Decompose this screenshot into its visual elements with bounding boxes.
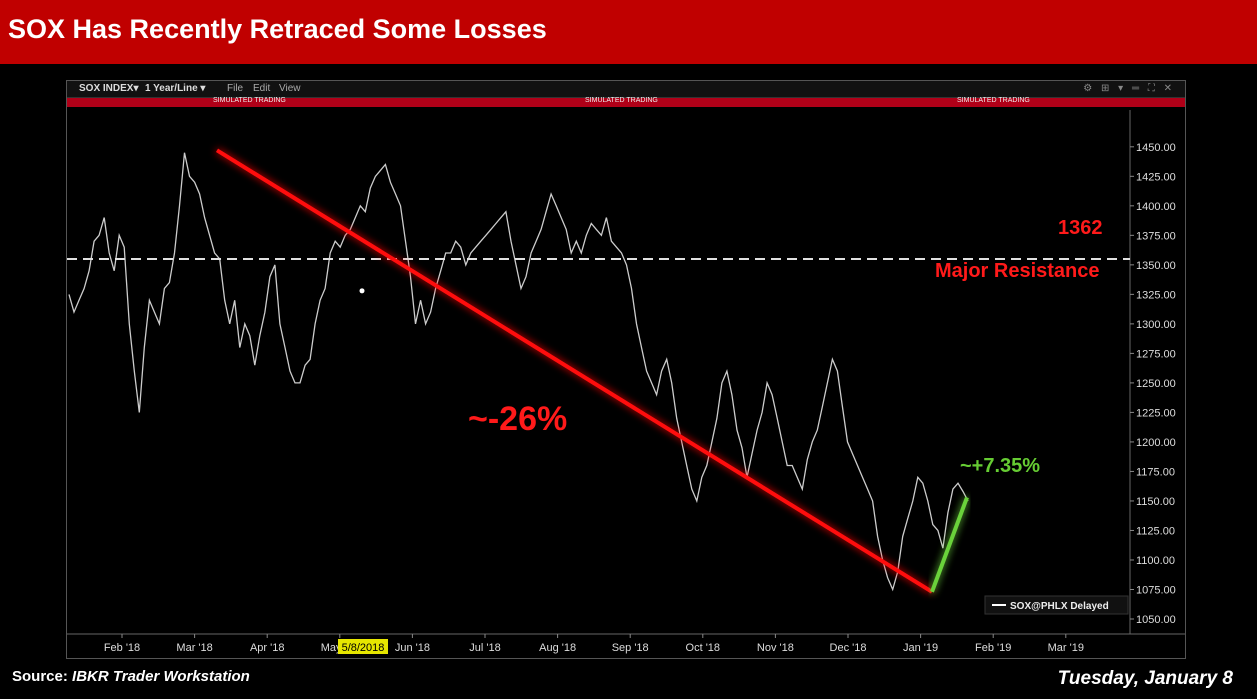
x-tick-label: Jul '18 bbox=[469, 642, 500, 654]
simulated-trading-bar: SIMULATED TRADING SIMULATED TRADING SIMU… bbox=[67, 97, 1185, 107]
y-tick-label: 1150.00 bbox=[1136, 496, 1175, 508]
y-tick-label: 1125.00 bbox=[1136, 525, 1175, 537]
y-tick-label: 1350.00 bbox=[1136, 260, 1176, 272]
y-tick-label: 1300.00 bbox=[1136, 319, 1176, 331]
y-tick-label: 1275.00 bbox=[1136, 348, 1176, 360]
price-line bbox=[68, 152, 969, 592]
menu-view[interactable]: View bbox=[279, 83, 301, 94]
y-tick-label: 1250.00 bbox=[1136, 378, 1176, 390]
window-controls-icon[interactable]: ⚙ ⊞ ▾ ═ ⛶ ✕ bbox=[1083, 83, 1175, 94]
x-tick-label: Apr '18 bbox=[250, 642, 285, 654]
cursor-date-highlight bbox=[338, 639, 388, 654]
legend-label: SOX@PHLX Delayed bbox=[1010, 601, 1109, 612]
chart-toolbar: SOX INDEX▾ 1 Year/Line ▾ File Edit View … bbox=[67, 81, 1185, 98]
source-value: IBKR Trader Workstation bbox=[72, 668, 250, 685]
source-line: Source: IBKR Trader Workstation bbox=[12, 668, 250, 685]
source-label: Source: bbox=[12, 668, 68, 685]
y-tick-label: 1225.00 bbox=[1136, 407, 1176, 419]
cursor-date-label: 5/8/2018 bbox=[342, 642, 385, 654]
downtrend-line bbox=[215, 148, 934, 594]
x-tick-label: Aug '18 bbox=[539, 642, 576, 654]
y-tick-label: 1075.00 bbox=[1136, 584, 1176, 596]
y-tick-label: 1175.00 bbox=[1136, 466, 1175, 478]
legend-box bbox=[984, 595, 1129, 615]
title-banner: SOX Has Recently Retraced Some Losses bbox=[0, 0, 1257, 64]
resistance-value-label: 1362 bbox=[1058, 217, 1103, 239]
resistance-caption: Major Resistance bbox=[935, 260, 1100, 282]
gain-percent-label: ~+7.35% bbox=[960, 455, 1040, 477]
x-tick-label: Feb '19 bbox=[975, 642, 1011, 654]
symbol-dropdown[interactable]: SOX INDEX▾ bbox=[79, 83, 139, 94]
y-tick-label: 1450.00 bbox=[1136, 142, 1176, 154]
y-tick-label: 1425.00 bbox=[1136, 171, 1176, 183]
x-tick-label: Sep '18 bbox=[612, 642, 649, 654]
range-dropdown[interactable]: 1 Year/Line ▾ bbox=[145, 83, 206, 94]
decline-percent-label: ~-26% bbox=[468, 400, 567, 438]
chart-window: SOX INDEX▾ 1 Year/Line ▾ File Edit View … bbox=[66, 80, 1186, 659]
x-tick-label: Oct '18 bbox=[686, 642, 721, 654]
sim-label-3: SIMULATED TRADING bbox=[957, 97, 1030, 104]
y-tick-label: 1050.00 bbox=[1136, 614, 1176, 626]
x-tick-label: Feb '18 bbox=[104, 642, 140, 654]
y-tick-label: 1400.00 bbox=[1136, 201, 1176, 213]
x-tick-label: Nov '18 bbox=[757, 642, 794, 654]
x-tick-label: Mar '19 bbox=[1048, 642, 1084, 654]
slide-date: Tuesday, January 8 bbox=[1057, 668, 1233, 689]
x-tick-label: Dec '18 bbox=[830, 642, 867, 654]
menu-file[interactable]: File bbox=[227, 83, 244, 94]
y-tick-label: 1200.00 bbox=[1136, 437, 1176, 449]
x-tick-label: Jan '19 bbox=[903, 642, 938, 654]
sim-label-2: SIMULATED TRADING bbox=[585, 97, 658, 104]
menu-edit[interactable]: Edit bbox=[253, 83, 271, 94]
x-tick-label: Mar '18 bbox=[176, 642, 212, 654]
y-tick-label: 1100.00 bbox=[1136, 555, 1175, 567]
cursor-point bbox=[359, 288, 365, 294]
x-tick-label: Jun '18 bbox=[395, 642, 430, 654]
y-tick-label: 1325.00 bbox=[1136, 289, 1176, 301]
sim-label-1: SIMULATED TRADING bbox=[213, 97, 286, 104]
y-tick-label: 1375.00 bbox=[1136, 230, 1176, 242]
slide-title: SOX Has Recently Retraced Some Losses bbox=[8, 14, 547, 44]
uptrend-line bbox=[930, 496, 969, 593]
